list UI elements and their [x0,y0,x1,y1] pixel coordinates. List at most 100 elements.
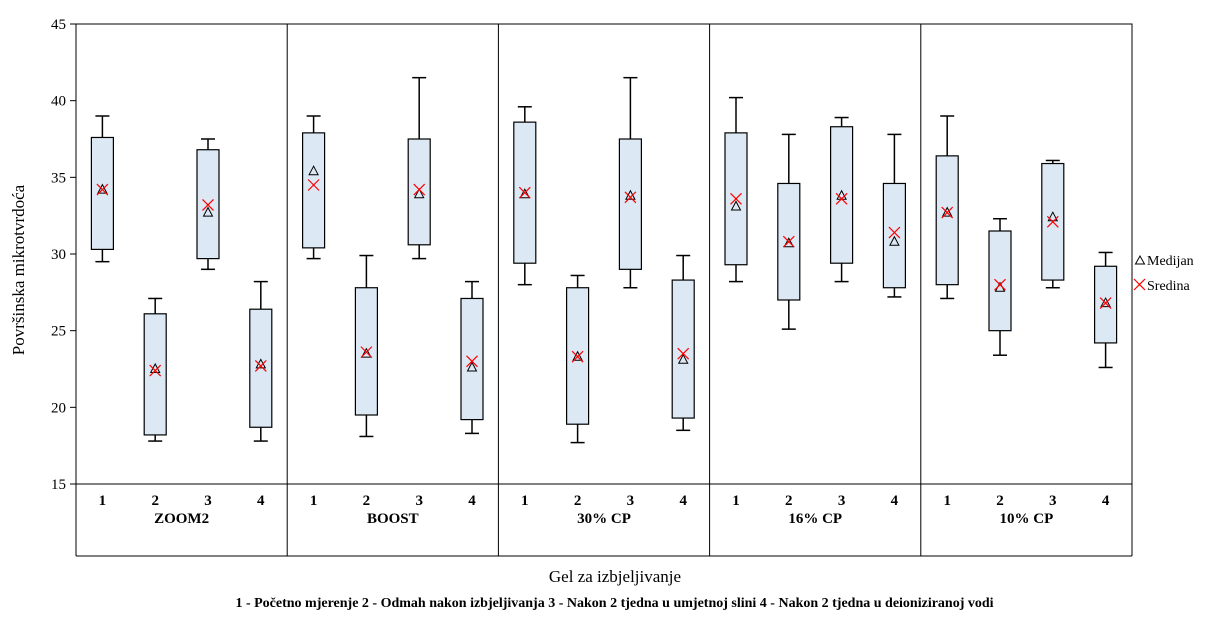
median-marker [1100,296,1111,308]
group-label: 10% CP [1000,511,1054,527]
median-marker [889,235,900,246]
mean-marker-b [1046,215,1059,228]
x-tick-label: 1 [943,493,951,509]
group-label: 30% CP [577,511,631,527]
group-label: ZOOM2 [154,511,209,527]
box-30cp-2 [565,274,590,444]
iqr-box [829,126,854,264]
median-marker [783,237,795,248]
x-tick-label: 4 [891,493,899,509]
y-tick-label: 30 [51,247,66,263]
legend: Medijan Sredina [1133,254,1194,294]
x-tick-label: 2 [996,493,1004,509]
mean-marker-b [96,183,109,196]
mean-marker-b [888,226,901,239]
y-tick-label: 40 [51,94,66,110]
x-tick-label: 2 [151,493,159,509]
y-tick-label: 20 [51,400,66,416]
y-tick-label: 15 [51,477,66,493]
x-tick-label: 1 [310,493,318,509]
mean-marker-b [1099,297,1112,309]
x-tick-label: 4 [468,493,476,509]
median-marker [677,353,689,364]
mean-marker-b [782,235,795,248]
iqr-box [407,138,431,246]
x-tick-label: 3 [1049,493,1057,509]
x-tick-label: 1 [732,493,740,509]
x-tick-label: 3 [204,493,212,509]
box-16cp-1 [724,96,748,283]
y-tick-label: 35 [51,170,66,186]
legend-item-mean: Sredina [1133,278,1191,294]
box-zoom2-3 [196,138,220,271]
median-marker [519,188,531,199]
y-axis: 15 20 25 30 35 40 45 [51,17,76,493]
mean-marker-b [466,355,478,368]
group-label: 16% CP [788,511,842,527]
box-16cp-2 [777,133,801,330]
y-axis-title: Površinska mikrotvrdoća [9,184,28,355]
group-label: BOOST [367,511,419,527]
mean-marker-b [518,186,531,199]
iqr-box [460,297,484,421]
x-axis-title: Gel za izbjeljivanje [549,567,681,586]
mean-marker-b [307,179,320,191]
median-marker [97,183,108,194]
median-marker [308,165,319,176]
box-groups [90,76,1118,444]
box-30cp-4 [671,254,695,432]
plot-border [75,23,1133,485]
x-tick-label: 4 [679,493,687,509]
box-10cp-2 [988,217,1012,356]
median-marker [941,206,953,217]
x-tick-label: 2 [785,493,793,509]
box-10cp-4 [1093,251,1118,369]
y-tick-label: 25 [51,324,66,340]
iqr-box [671,279,695,419]
iqr-box [1093,265,1118,344]
box-30cp-1 [513,106,537,286]
legend-median-marker [1134,254,1146,265]
legend-item-median: Medijan [1134,254,1194,269]
median-marker [202,206,214,217]
iqr-box [935,155,959,286]
median-marker [413,188,425,199]
mean-marker-b [360,346,373,359]
x-tick-label: 3 [627,493,635,509]
box-boost-1 [302,115,326,260]
box-10cp-3 [1041,159,1065,289]
box-zoom2-1 [90,115,115,263]
box-boost-2 [354,254,378,438]
x-tick-label: 4 [257,493,265,509]
mean-marker-b [254,360,267,372]
box-boost-3 [407,76,431,260]
x-tick-label: 3 [838,493,846,509]
median-marker [361,347,372,358]
y-tick-label: 45 [51,17,66,33]
mean-marker-b [730,192,742,205]
x-axis: ZOOM2 1 2 3 4 BOOST 1 2 3 4 30% CP 1 2 3 4 16% CP 1 2 3 4 10… [75,24,1133,557]
mean-marker-b [413,183,426,196]
iqr-box [302,132,326,249]
box-10cp-1 [935,115,959,300]
iqr-box [143,313,167,436]
mean-marker-b [149,364,162,377]
mean-marker-b [571,350,584,363]
iqr-box [988,230,1012,332]
box-boost-4 [460,280,484,435]
box-zoom2-4 [249,280,273,442]
x-tick-label: 3 [415,493,423,509]
legend-mean-label: Sredina [1147,279,1191,294]
median-marker [466,361,478,372]
mean-marker-b [994,278,1006,291]
box-zoom2-2 [143,297,167,442]
mean-marker-b [835,192,848,205]
box-30cp-3 [618,76,643,289]
median-marker [572,350,583,361]
x-tick-label: 4 [1102,493,1110,509]
mean-marker-b [677,347,690,360]
x-tick-label: 2 [574,493,582,509]
plot-frame [75,23,1133,485]
footnote: 1 - Početno mjerenje 2 - Odmah nakon izb… [235,596,994,611]
